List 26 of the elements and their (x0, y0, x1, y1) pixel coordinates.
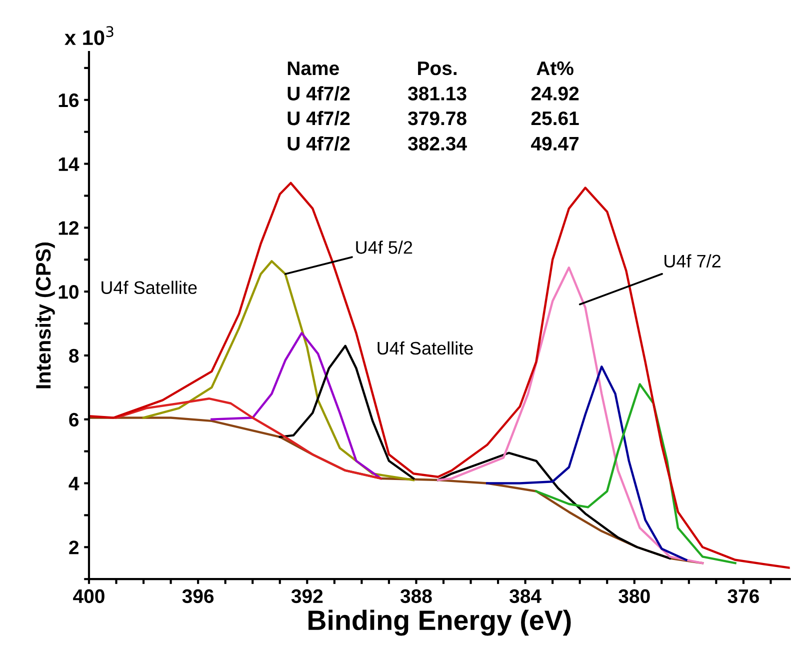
x-tick-label: 392 (291, 589, 323, 604)
text: U 4f7/2 381.13 24.92 (288, 86, 579, 101)
x-tick-label: 380 (618, 589, 650, 604)
text: U 4f7/2 382.34 49.47 (288, 136, 579, 151)
text: U 4f7/2 379.78 25.61 (288, 110, 579, 126)
y-tick-label: 8 (69, 348, 79, 363)
annotation: U4f 5/2 (356, 240, 412, 254)
x-tick-label: 384 (510, 589, 542, 604)
x-tick-label: 400 (73, 589, 104, 604)
annotation: U4f 7/2 (664, 254, 720, 268)
y-tick-label: 16 (58, 93, 79, 108)
y-tick-label: 2 (69, 540, 78, 554)
y-tick-label: 6 (69, 412, 79, 427)
x-tick-label: 396 (182, 589, 214, 604)
y-tick-label: 12 (58, 221, 78, 235)
y-axis-title: Intensity (CPS) (35, 242, 55, 388)
annotation: U4f Satellite (102, 280, 197, 294)
y-tick-label: 10 (58, 285, 78, 299)
x-tick-label: 376 (728, 589, 759, 604)
x-axis-title: Binding Energy (eV) (308, 610, 571, 636)
text: x 10$^{3}$ (64, 26, 114, 46)
y-tick-label: 4 (68, 476, 80, 490)
x-tick-label: 388 (400, 589, 432, 604)
annotation: U4f Satellite (378, 341, 473, 355)
y-tick-label: 14 (58, 157, 80, 171)
text: Name Pos. At% (288, 61, 574, 76)
